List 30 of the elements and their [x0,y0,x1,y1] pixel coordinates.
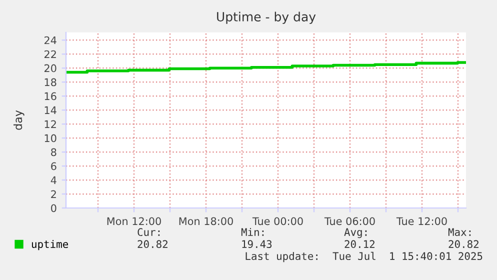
chart-title: Uptime - by day [217,12,316,24]
text: 20.82 [448,240,478,248]
text: Max: [448,228,471,236]
y-tick-label: 0 [51,204,56,212]
x-tick-label: Mon 18:00 [179,217,233,226]
y-tick-label: 20 [44,64,56,72]
x-tick-label: Tue 12:00 [396,217,447,226]
text: Cur: [138,228,160,236]
y-tick-label: 2 [51,190,56,198]
x-tick-label: Mon 12:00 [107,217,161,226]
y-tick-label: 12 [44,120,56,128]
y-tick-label: 14 [44,106,56,114]
y-tick-label: 6 [51,162,56,170]
text: Last update: Tue Jul 1 15:40:01 2025 [246,252,482,262]
text: Min: [241,228,264,236]
y-tick-label: 10 [44,134,56,142]
y-tick-label: 8 [51,148,56,156]
text: 20.82 [138,240,168,248]
x-tick-label: Tue 06:00 [324,217,375,226]
text: 20.12 [344,240,374,248]
text: 19.43 [242,240,272,248]
y-tick-label: 16 [44,92,56,100]
text: Avg: [344,228,367,238]
x-tick-label: Tue 00:00 [252,217,303,226]
y-tick-label: 22 [44,50,56,58]
y-axis-title: day [14,110,24,130]
y-tick-label: 24 [44,36,56,44]
y-tick-label: 18 [44,78,56,86]
legend-label: uptime [32,240,68,250]
y-tick-label: 4 [50,176,56,184]
